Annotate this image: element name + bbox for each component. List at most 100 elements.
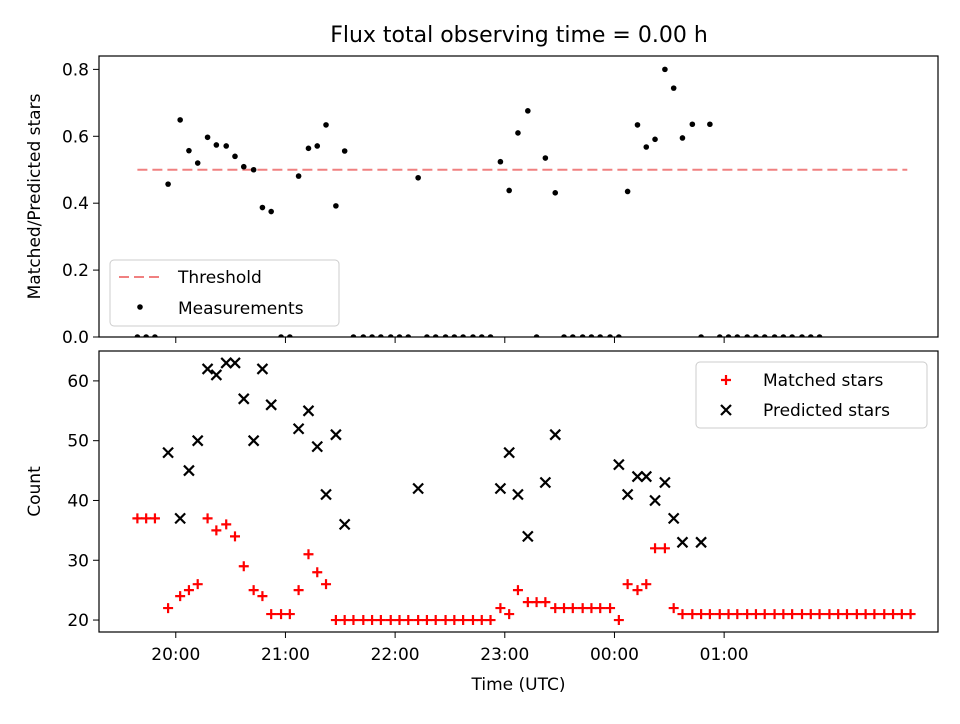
measurement-point [143,334,149,337]
matched-stars-point [668,603,679,614]
matched-stars-point [430,615,441,626]
measurement-point [679,135,686,141]
matched-stars-point [778,609,789,620]
measurement-point [360,334,367,337]
matched-stars-point [869,609,880,620]
measurement-point [662,66,668,73]
matched-stars-point [797,609,808,620]
matched-stars-point [769,609,780,620]
matched-stars-point [394,615,405,626]
predicted-stars-point [229,357,241,369]
measurement-point [350,334,357,337]
matched-stars-point [276,609,287,620]
measurement-point [333,203,339,209]
measurement-point [607,334,613,337]
measurement-point [387,334,394,337]
measurement-point [451,334,458,337]
measurement-point [378,334,384,337]
matched-stars-point [476,615,487,626]
measurement-point [799,334,805,337]
matched-stars-point [814,609,825,620]
matched-stars-point [413,615,424,626]
matched-stars-point [238,561,249,572]
predicted-stars-point [292,422,305,435]
matched-stars-point [248,585,259,596]
matched-stars-point [650,543,661,554]
measurement-point [396,334,403,337]
measurement-point [579,334,586,337]
predicted-stars-point [201,363,214,375]
measurement-point [780,334,787,337]
measurement-point [369,334,375,337]
matched-stars-point [540,597,551,608]
measurement-point [165,181,171,187]
matched-stars-point [284,609,295,620]
predicted-stars-point [311,440,324,453]
measurement-point [478,334,485,337]
matched-stars-point [321,579,332,590]
measurement-point [487,334,494,337]
predicted-stars-point [676,536,689,549]
matched-stars-point [202,513,213,524]
predicted-stars-point [338,518,351,531]
x-tick-label: 01:00 [700,645,749,665]
count-panel: 20 30 40 50 60 20:00 21:00 22:00 23:00 00:00 01:00… [25,350,939,695]
matched-stars-point [211,525,222,536]
matched-stars-point [175,591,186,602]
marker-layer [134,66,908,337]
measurement-point [716,334,723,337]
y-tick-label: 60 [67,372,89,392]
predicted-stars-point [247,434,260,447]
predicted-stars-point [621,488,634,501]
measurement-point [424,334,430,337]
legend-matched-label: Matched stars [763,371,883,391]
matched-stars-point [385,615,396,626]
measurement-point [506,187,512,194]
matched-stars-point [192,579,203,590]
matched-stars-point [704,609,715,620]
y-tick-label: 0.6 [62,127,89,147]
measurement-point [497,158,504,165]
legend-measurements-label: Measurements [178,299,304,319]
matched-stars-point [677,609,688,620]
y-tick-label: 0.0 [62,328,89,348]
legend-threshold-label: Threshold [177,268,262,288]
measurement-point [816,334,823,337]
measurement-point [624,188,631,195]
predicted-stars-point [503,446,515,459]
measurement-point [734,334,741,337]
predicted-stars-point [640,470,653,483]
measurement-point [634,122,641,128]
measurement-point [250,166,257,173]
matched-stars-point [504,609,515,620]
matched-stars-point [732,609,743,620]
matched-stars-point [759,609,770,620]
measurement-point [442,334,449,337]
predicted-stars-point [412,482,424,495]
measurement-point [134,334,141,337]
predicted-stars-point [512,488,524,501]
measurement-point [771,334,778,337]
matched-stars-point [595,603,606,614]
y-tick-label: 0.8 [62,60,89,80]
measurement-point [652,136,658,143]
measurement-point [432,334,439,337]
measurement-point [761,334,768,337]
predicted-stars-point [667,512,680,525]
legend-matched-swatch [721,375,731,385]
legend-predicted-label: Predicted stars [763,401,890,421]
matched-stars-point [687,609,698,620]
measurement-point [194,160,201,166]
predicted-stars-point [302,405,315,417]
measurement-point [259,204,266,211]
predicted-stars-point [539,476,552,489]
matched-stars-point [449,615,460,626]
matched-stars-point [421,615,432,626]
measurement-point [597,334,604,337]
matched-stars-point [860,609,871,620]
measurement-point [552,190,559,196]
measurement-point [240,163,247,170]
matched-stars-point [293,585,304,596]
predicted-stars-point [265,399,277,411]
matched-stars-point [330,615,341,626]
